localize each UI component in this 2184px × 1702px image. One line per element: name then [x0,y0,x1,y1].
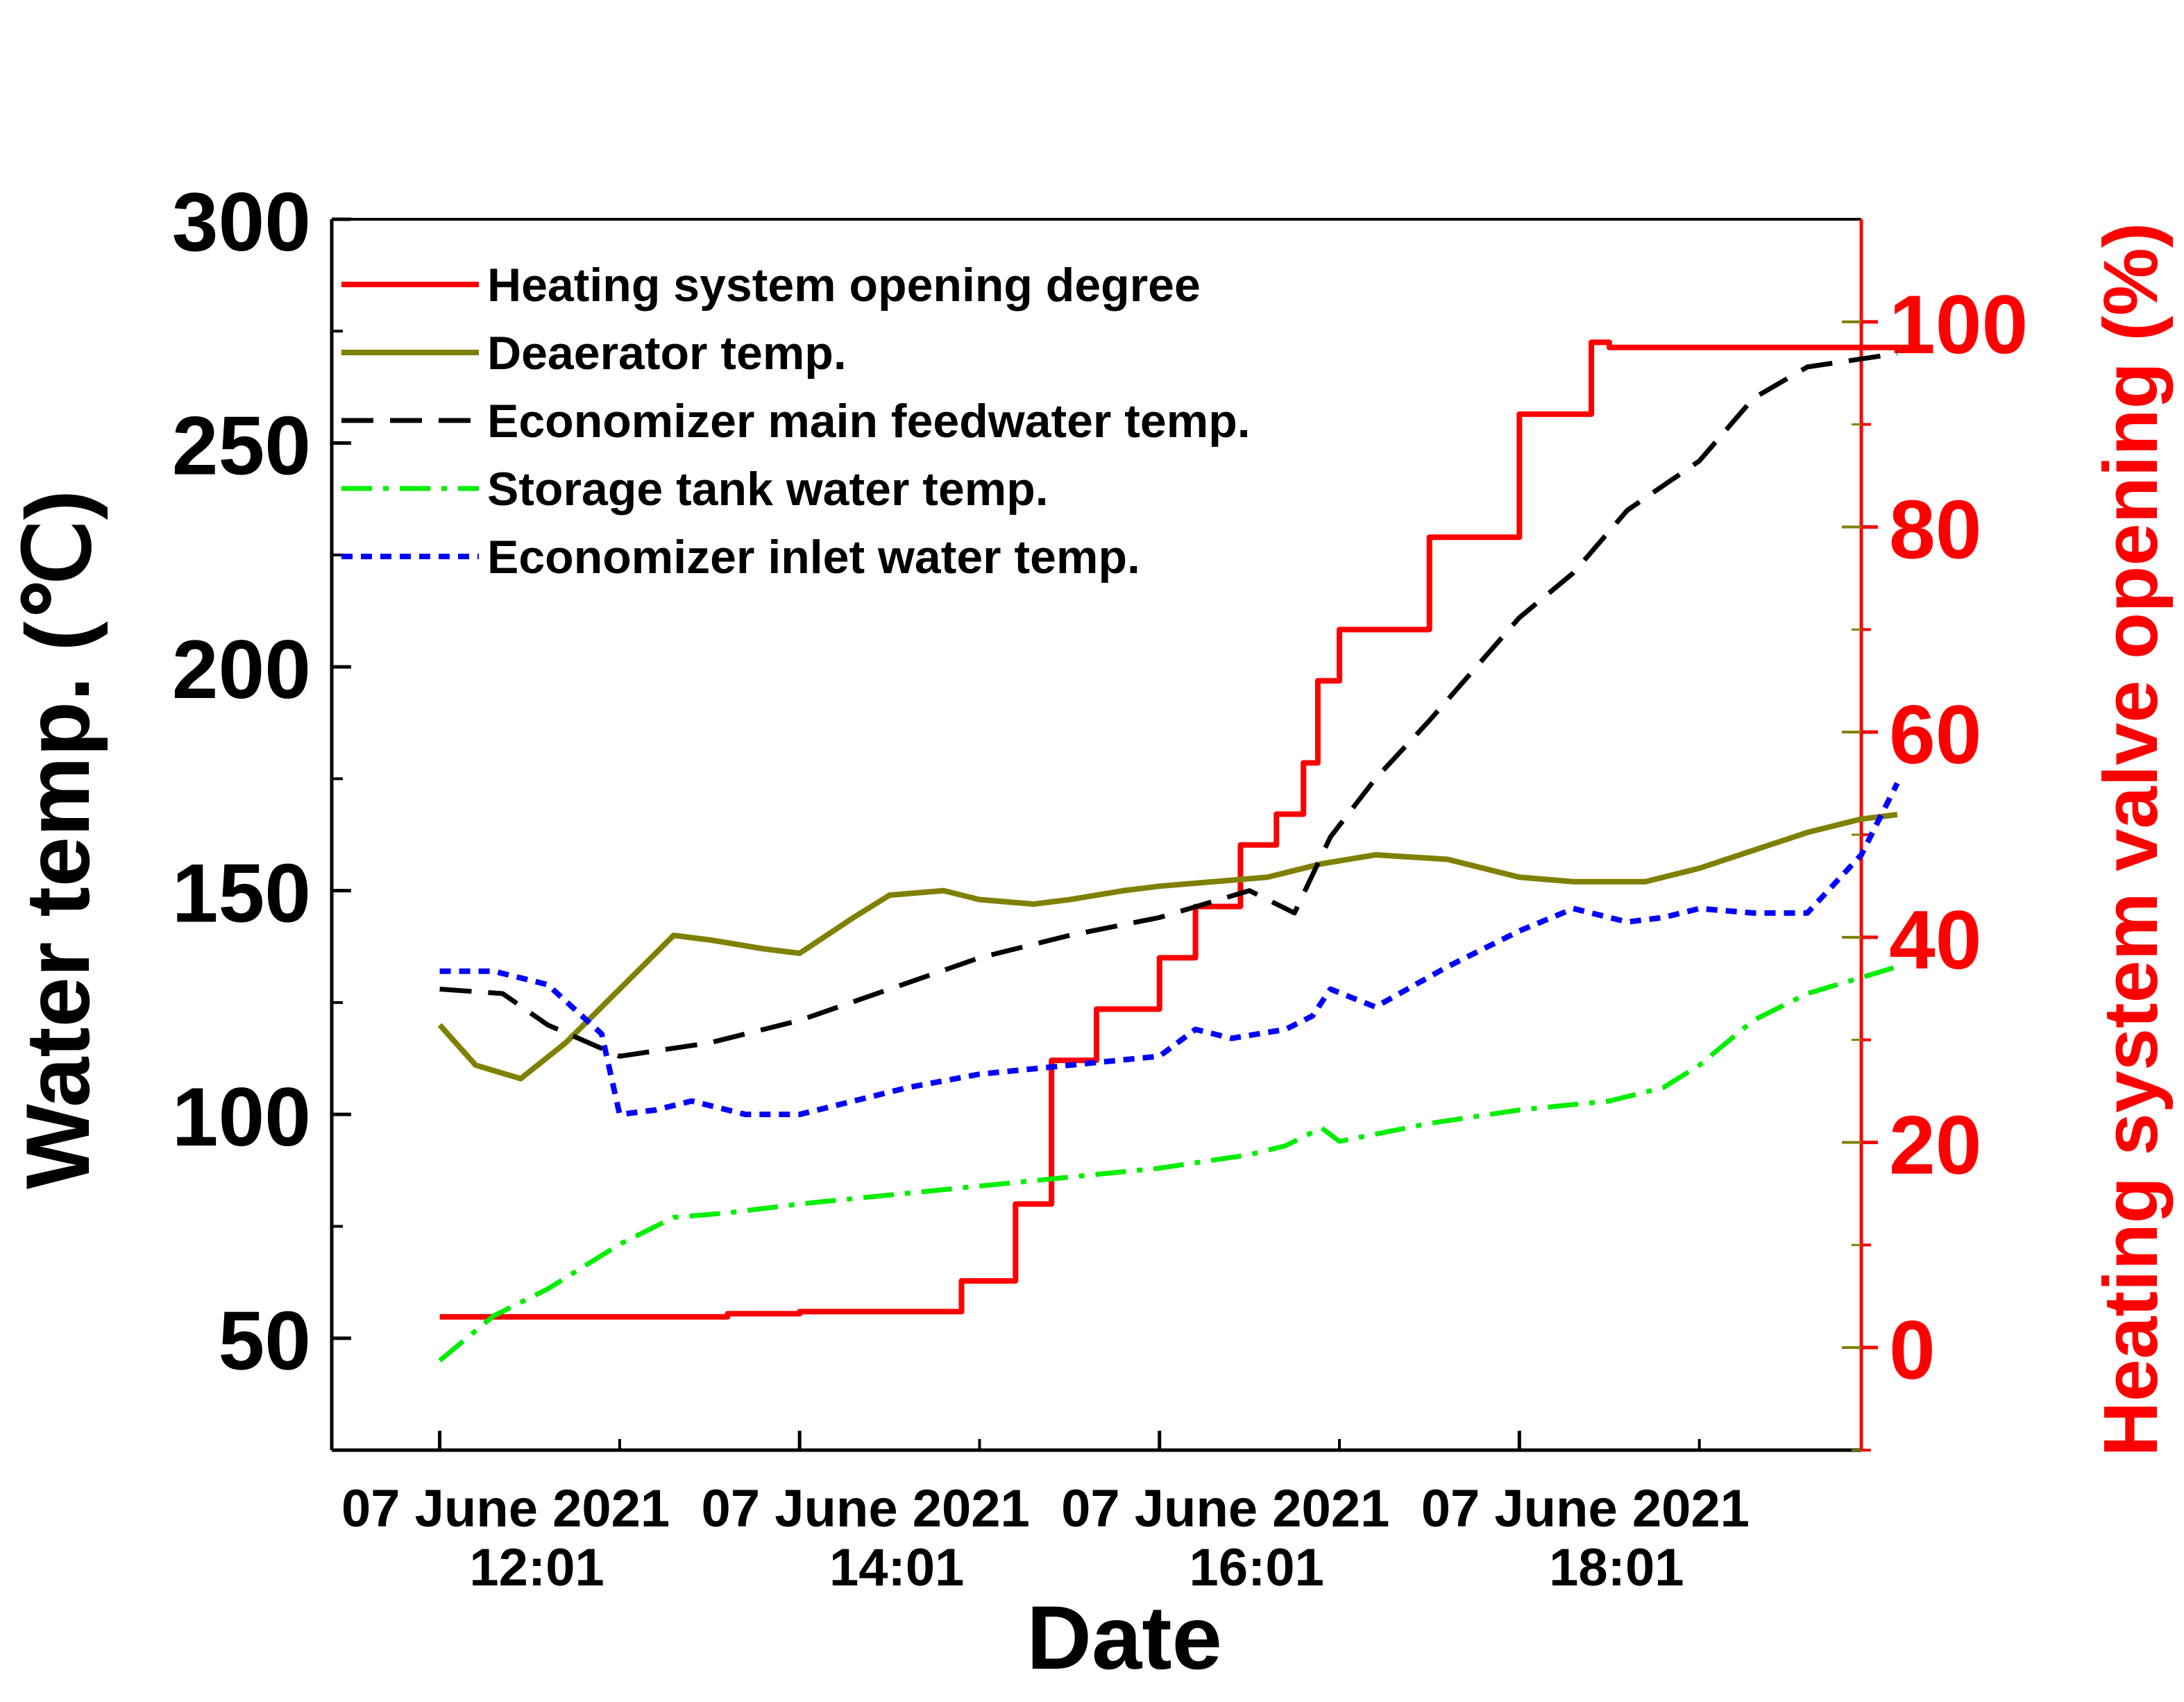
x-tick-time-label: 18:01 [1549,1538,1684,1597]
series-line [439,782,1900,1118]
x-tick-time-label: 16:01 [1190,1538,1324,1597]
right-axis-title: Heating system valve opening (%) [2088,223,2174,1457]
right-tick-label: 20 [1889,1099,1981,1192]
left-axis-ticks: 50 100 150 200 250 300 [172,176,351,1388]
right-tick-label: 0 [1889,1304,1936,1397]
x-tick-date-label: 07 June 2021 [1061,1479,1389,1538]
series-line [437,812,1898,1082]
x-tick-time-label: 12:01 [469,1538,604,1597]
series-layer [437,339,1900,1363]
right-tick-label: 80 [1889,484,1981,577]
series-line [439,339,1897,1320]
left-tick-label: 250 [172,400,311,493]
legend-label: Economizer inlet water temp. [487,531,1140,584]
x-tick-time-label: 14:01 [829,1538,964,1597]
legend-label: Storage tank water temp. [487,463,1049,516]
left-tick-label: 50 [219,1295,311,1388]
legend-label: Deaerator temp. [487,327,847,380]
x-tick-date-label: 07 June 2021 [702,1479,1030,1538]
legend: Heating system opening degree Deaerator t… [341,259,1251,584]
legend-label: Heating system opening degree [487,259,1201,312]
right-tick-label: 40 [1889,894,1981,987]
right-axis-ticks: 0 20 40 60 80 100 [1842,278,2028,1452]
series-line [439,351,1898,1059]
x-axis-title: Date [1026,1587,1222,1688]
left-tick-label: 150 [172,847,311,940]
right-tick-label: 100 [1889,278,2028,371]
x-tick-date-label: 07 June 2021 [1421,1479,1750,1538]
left-tick-label: 200 [172,623,311,716]
series-line [438,964,1898,1363]
right-tick-label: 60 [1889,688,1981,781]
left-axis-title: Water temp. (℃) [7,490,108,1189]
legend-label: Economizer main feedwater temp. [487,395,1251,448]
left-tick-label: 100 [172,1071,311,1164]
left-tick-label: 300 [172,176,311,269]
x-tick-date-label: 07 June 2021 [341,1479,670,1538]
